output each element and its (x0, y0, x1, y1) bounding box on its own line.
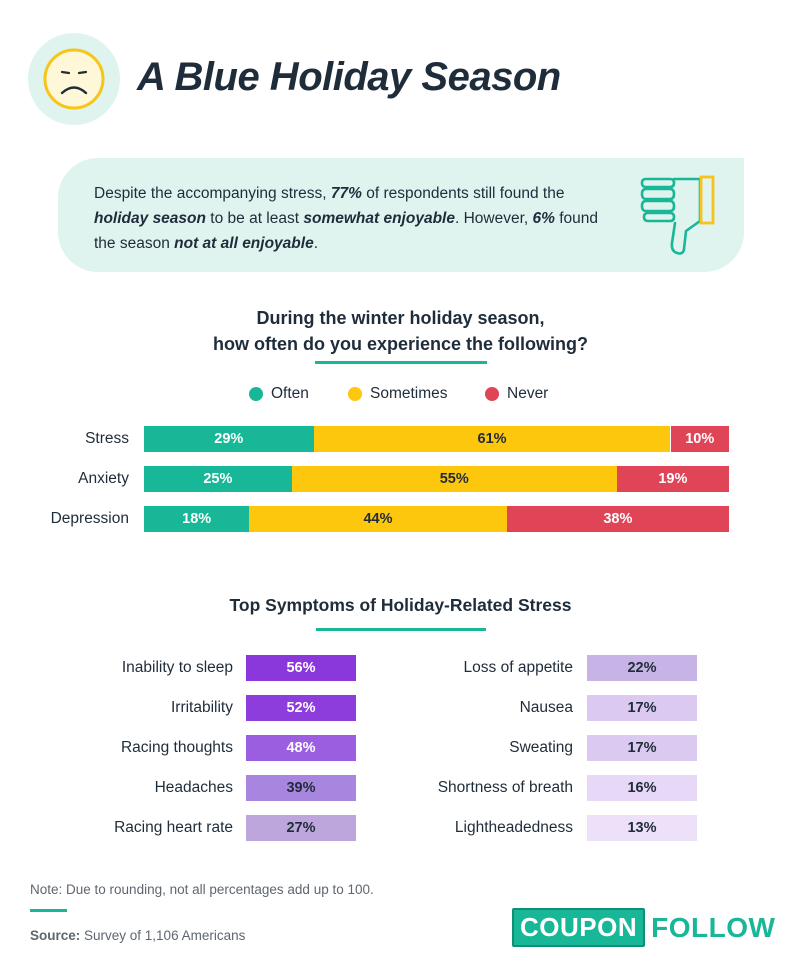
bar-row: Stress 29% 61% 10% (0, 426, 801, 452)
title-underline (315, 361, 487, 364)
symptom-value: 39% (246, 775, 356, 801)
legend-item-never: Never (485, 385, 548, 403)
couponfollow-logo[interactable]: COUPON FOLLOW (512, 908, 775, 947)
symptom-value: 48% (246, 735, 356, 761)
symptom-value: 52% (246, 695, 356, 721)
symptom-label: Racing thoughts (120, 739, 233, 756)
symptom-value: 13% (587, 815, 697, 841)
symptoms-underline (316, 628, 486, 631)
symptom-label: Irritability (170, 699, 233, 716)
bar-segment-never: 38% (506, 506, 729, 532)
bar-row: Depression 18% 44% 38% (0, 506, 801, 532)
category-label: Depression (50, 510, 129, 527)
symptom-label: Loss of appetite (463, 659, 573, 676)
bar-segment-often: 18% (144, 506, 250, 532)
symptom-label: Shortness of breath (437, 779, 573, 796)
legend-label: Sometimes (370, 385, 448, 402)
symptom-label: Nausea (519, 699, 573, 716)
bar-segment-sometimes: 61% (313, 426, 671, 452)
category-label: Stress (85, 430, 129, 447)
legend-swatch (249, 387, 263, 401)
bar-segment-often: 25% (144, 466, 292, 492)
intro-callout: Despite the accompanying stress, 77% of … (58, 158, 744, 272)
sad-face-badge (28, 33, 120, 125)
bar-segment-sometimes: 44% (249, 506, 507, 532)
page-title: A Blue Holiday Season (137, 55, 561, 99)
source-line: Source: Survey of 1,106 Americans (30, 928, 246, 943)
bar-segment-never: 10% (670, 426, 729, 452)
symptoms-title: Top Symptoms of Holiday-Related Stress (229, 595, 572, 615)
thumbs-down-icon (640, 175, 715, 255)
bar-segment-often: 29% (144, 426, 314, 452)
legend-swatch (485, 387, 499, 401)
intro-text: Despite the accompanying stress, 77% of … (94, 185, 599, 252)
symptom-value: 17% (587, 735, 697, 761)
symptom-value: 27% (246, 815, 356, 841)
legend-item-often: Often (249, 385, 309, 403)
legend-swatch (348, 387, 362, 401)
logo-follow: FOLLOW (651, 911, 776, 943)
sad-face-icon (43, 48, 105, 110)
bar-row: Anxiety 25% 55% 19% (0, 466, 801, 492)
symptom-label: Headaches (154, 779, 233, 796)
bar-segment-never: 19% (616, 466, 729, 492)
bar-segment-sometimes: 55% (291, 466, 617, 492)
category-label: Anxiety (78, 470, 129, 487)
symptom-value: 17% (587, 695, 697, 721)
legend-item-sometimes: Sometimes (348, 385, 448, 403)
symptom-label: Sweating (509, 739, 573, 756)
logo-coupon: COUPON (512, 908, 646, 947)
footnote-divider (30, 909, 67, 912)
symptom-value: 56% (246, 655, 356, 681)
symptom-value: 16% (587, 775, 697, 801)
symptom-value: 22% (587, 655, 697, 681)
symptom-label: Inability to sleep (121, 659, 233, 676)
legend-label: Never (507, 385, 549, 402)
symptom-label: Racing heart rate (114, 819, 233, 836)
chart-title: During the winter holiday season, how of… (212, 308, 588, 354)
symptom-label: Lightheadedness (454, 819, 573, 836)
chart-legend: Often Sometimes Never (0, 385, 801, 405)
legend-label: Often (271, 385, 309, 402)
footnote: Note: Due to rounding, not all percentag… (30, 882, 374, 897)
